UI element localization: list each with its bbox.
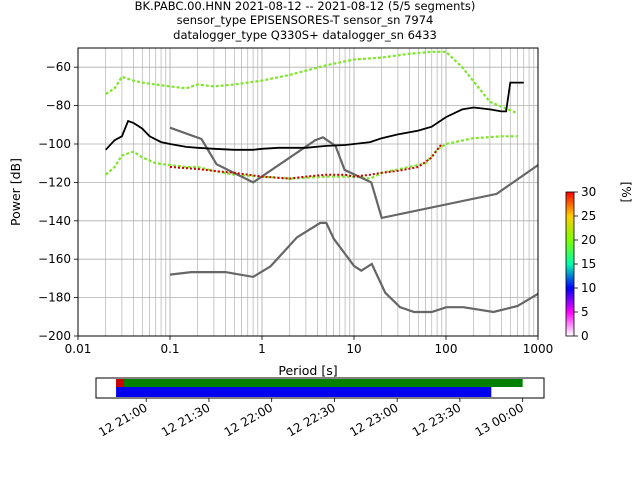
y-tick-label: −160 (38, 252, 71, 266)
colorbar-tick-label: 30 (581, 185, 596, 199)
x-tick-label: 10 (346, 342, 361, 356)
timeline-tick-label: 12 21:30 (159, 400, 212, 439)
probability-bands (104, 50, 519, 180)
y-tick-label: −200 (38, 329, 71, 343)
probability-band-upper (105, 50, 519, 115)
grid (77, 48, 538, 337)
timeline-ticks: 12 21:00 12 21:30 12 22:00 12 22:30 12 23:00… (96, 398, 526, 439)
colorbar-tick-label: 15 (581, 257, 596, 271)
x-tick-label: 0.1 (160, 342, 179, 356)
title-line-3: datalogger_type Q330S+ datalogger_sn 643… (173, 28, 437, 42)
mode (169, 143, 443, 180)
timeline-tick-label: 13 00:00 (473, 400, 526, 439)
gap-bar (116, 379, 124, 387)
mean-curve (105, 81, 524, 151)
y-tick-label: −80 (46, 99, 71, 113)
psd-plot: 0.01 0.1 1 10 100 1000 −200 −180 −160 −140 −120 −1… (8, 47, 554, 378)
x-tick-label: 100 (435, 342, 458, 356)
colorbar-ticks: 0 5 10 15 20 25 30 (574, 185, 596, 343)
low-noise-model (169, 221, 539, 314)
colorbar-tick-label: 25 (581, 209, 596, 223)
timeline-tick-label: 12 23:30 (410, 400, 463, 439)
timeline-tick-label: 12 22:00 (222, 400, 275, 439)
x-tick-label: 0.01 (65, 342, 92, 356)
figure-title: BK.PABC.00.HNN 2021-08-12 -- 2021-08-12 … (135, 0, 476, 42)
y-tick-label: −60 (46, 60, 71, 74)
x-axis-label: Period [s] (278, 363, 337, 378)
psd-used-bar (116, 387, 492, 397)
timeline-tick-label: 12 22:30 (284, 400, 337, 439)
colorbar-label: [%] (619, 182, 633, 203)
y-axis-ticks: −200 −180 −160 −140 −120 −100 −80 −60 (38, 60, 78, 343)
mode-curve (169, 143, 443, 180)
mean (105, 81, 524, 151)
y-tick-label: −120 (38, 175, 71, 189)
title-line-2: sensor_type EPISENSORES-T sensor_sn 7974 (177, 13, 434, 27)
colorbar-tick-label: 5 (581, 305, 589, 319)
y-tick-label: −180 (38, 291, 71, 305)
colorbar-gradient (565, 191, 575, 337)
data-availability-timeline: 12 21:00 12 21:30 12 22:00 12 22:30 12 23:00… (95, 377, 545, 439)
plot-frame (77, 47, 539, 337)
noise-models (169, 126, 539, 314)
timeline-tick-label: 12 23:00 (347, 400, 400, 439)
colorbar-tick-label: 10 (581, 281, 596, 295)
timeline-bars (116, 379, 523, 397)
y-axis-label: Power [dB] (8, 158, 23, 226)
x-tick-label: 1 (258, 342, 266, 356)
y-tick-label: −140 (38, 214, 71, 228)
x-axis-ticks: 0.01 0.1 1 10 100 1000 (65, 336, 554, 356)
title-line-1: BK.PABC.00.HNN 2021-08-12 -- 2021-08-12 … (135, 0, 476, 13)
high-noise-model (169, 126, 539, 220)
timeline-tick-label: 12 21:00 (96, 400, 149, 439)
colorbar-tick-label: 0 (581, 329, 589, 343)
colorbar-tick-label: 20 (581, 233, 596, 247)
data-available-bar (116, 379, 523, 387)
x-tick-label: 1000 (523, 342, 554, 356)
colorbar: 0 5 10 15 20 25 30 [%] (565, 182, 633, 343)
y-tick-label: −100 (38, 137, 71, 151)
